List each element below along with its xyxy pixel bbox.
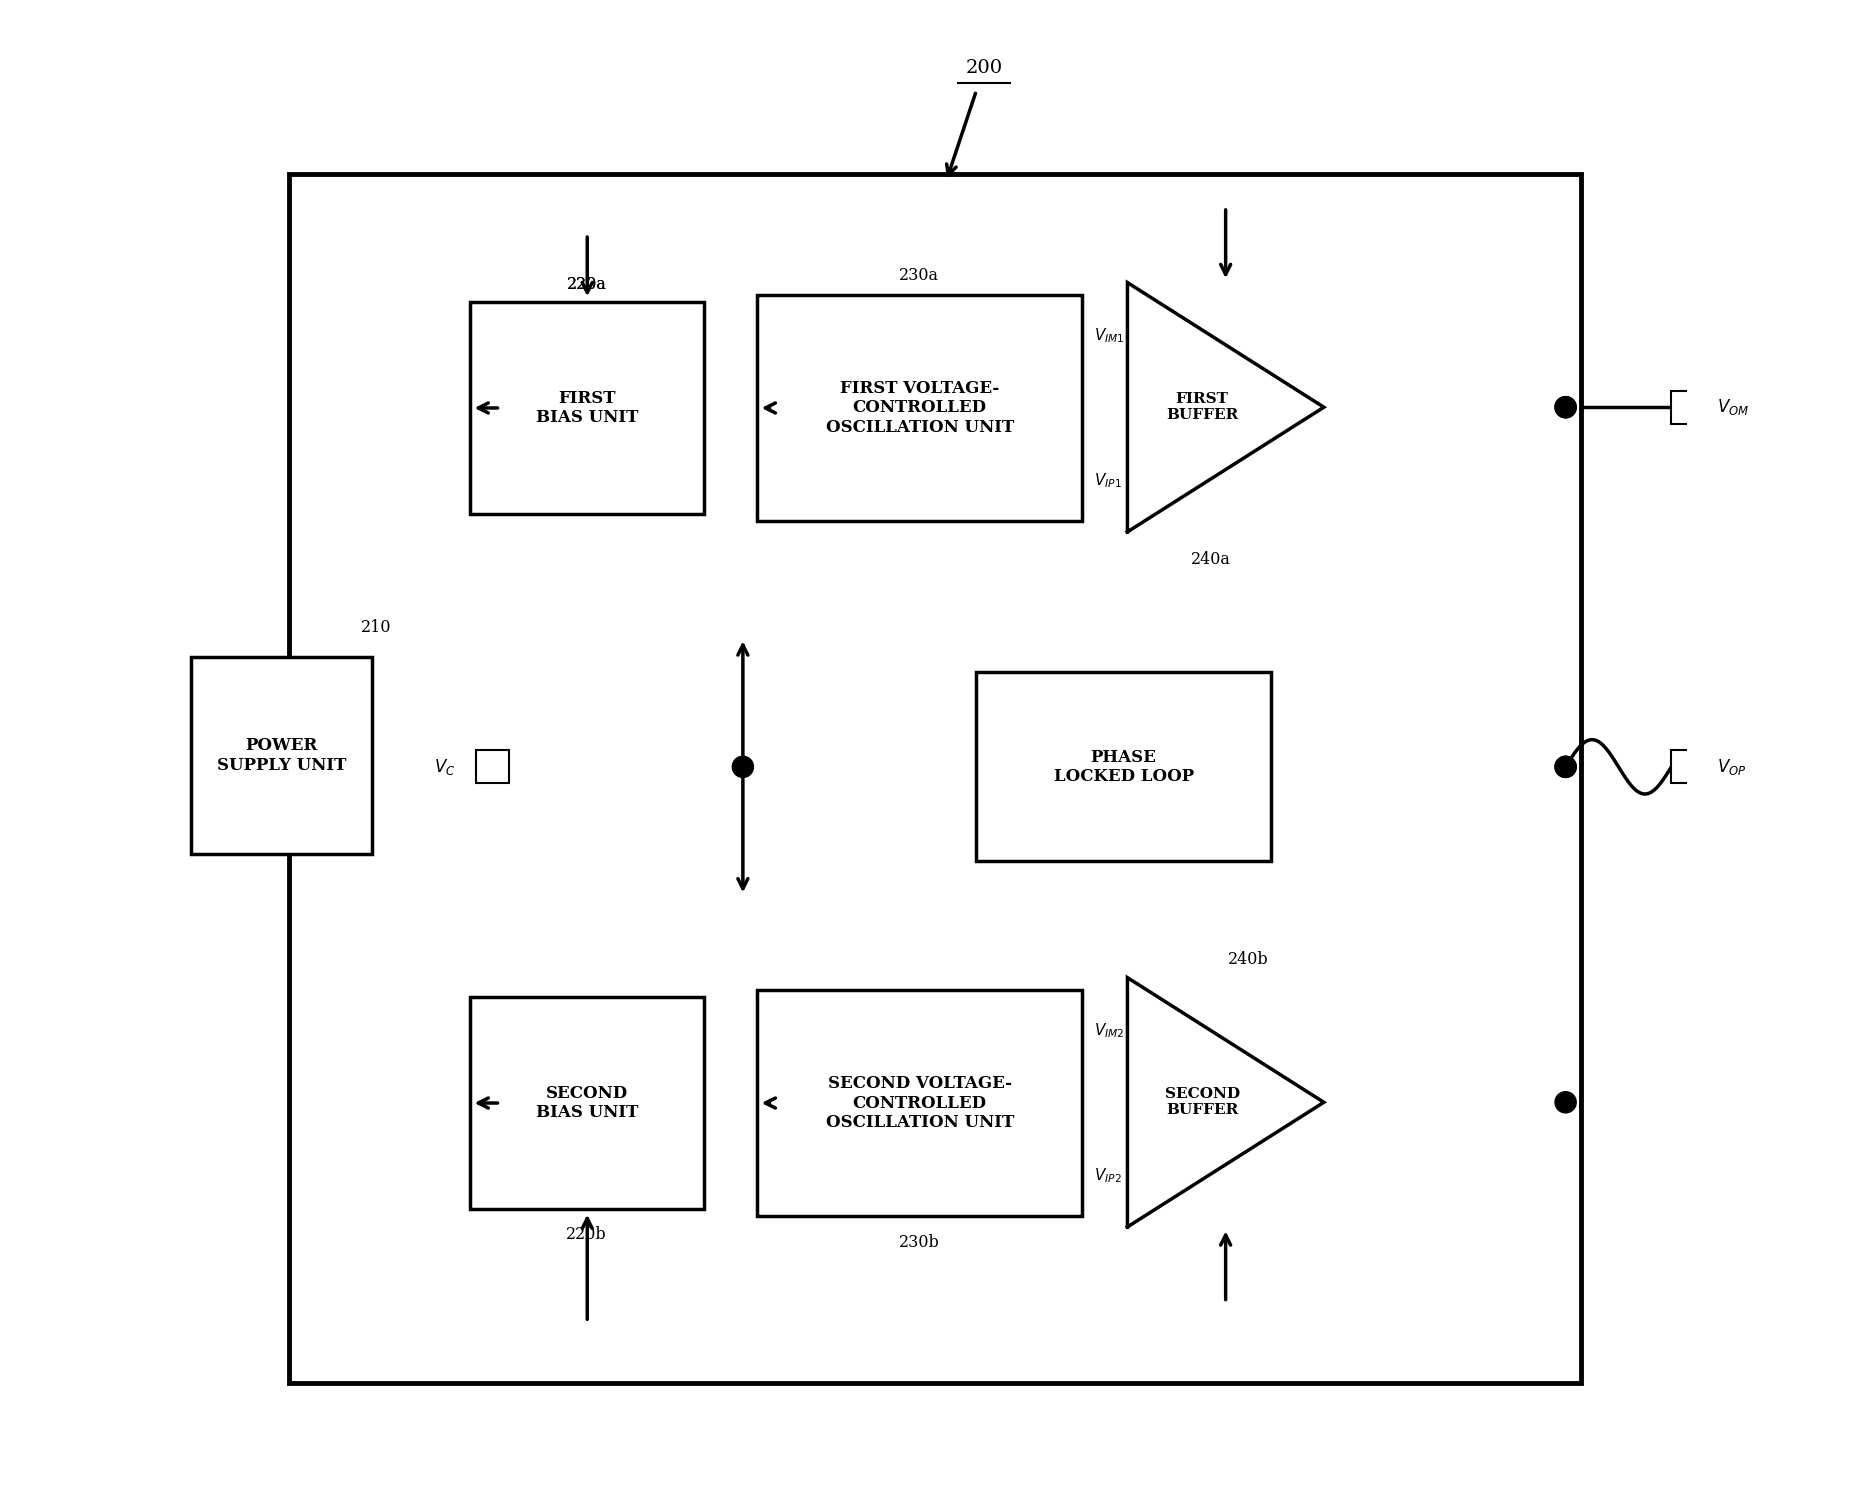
Text: SECOND
BUFFER: SECOND BUFFER (1164, 1088, 1240, 1117)
Text: 240a: 240a (1190, 550, 1231, 568)
Circle shape (1555, 756, 1577, 777)
Bar (1672, 390, 1704, 423)
Text: 220a: 220a (566, 275, 607, 293)
Circle shape (1555, 1091, 1577, 1112)
Bar (758, 990, 1082, 1216)
Text: 200: 200 (965, 59, 1002, 77)
Bar (1672, 751, 1704, 784)
Bar (976, 672, 1272, 861)
Text: PHASE
LOCKED LOOP: PHASE LOCKED LOOP (1054, 748, 1194, 786)
Bar (477, 751, 510, 784)
Text: FIRST
BUFFER: FIRST BUFFER (1166, 393, 1238, 422)
Text: 210: 210 (361, 618, 391, 636)
Text: 220a: 220a (566, 275, 607, 293)
Text: $V_{IP1}$: $V_{IP1}$ (1095, 471, 1123, 490)
Text: $V_C$: $V_C$ (434, 757, 454, 777)
Bar (190, 657, 372, 854)
Text: $V_{IM1}$: $V_{IM1}$ (1095, 326, 1125, 345)
Text: FIRST
BIAS UNIT: FIRST BIAS UNIT (536, 390, 639, 426)
Bar (469, 302, 704, 514)
Text: 230b: 230b (899, 1233, 938, 1251)
Text: $V_{IM2}$: $V_{IM2}$ (1095, 1021, 1125, 1040)
Text: SECOND
BIAS UNIT: SECOND BIAS UNIT (536, 1085, 639, 1121)
Bar (758, 295, 1082, 521)
Text: FIRST VOLTAGE-
CONTROLLED
OSCILLATION UNIT: FIRST VOLTAGE- CONTROLLED OSCILLATION UN… (825, 379, 1013, 437)
Text: POWER
SUPPLY UNIT: POWER SUPPLY UNIT (216, 737, 346, 774)
Text: 240b: 240b (1229, 950, 1268, 969)
Text: $V_{IP2}$: $V_{IP2}$ (1095, 1166, 1123, 1185)
Text: 230a: 230a (899, 266, 938, 284)
Circle shape (1555, 756, 1577, 777)
Circle shape (1555, 397, 1577, 419)
Text: SECOND VOLTAGE-
CONTROLLED
OSCILLATION UNIT: SECOND VOLTAGE- CONTROLLED OSCILLATION U… (825, 1074, 1013, 1132)
Text: 220b: 220b (566, 1225, 607, 1244)
Text: $V_{OM}$: $V_{OM}$ (1717, 397, 1748, 417)
Text: $V_{OP}$: $V_{OP}$ (1717, 757, 1747, 777)
Circle shape (732, 756, 754, 777)
Bar (469, 997, 704, 1209)
Bar (289, 174, 1581, 1383)
Circle shape (1555, 397, 1577, 419)
